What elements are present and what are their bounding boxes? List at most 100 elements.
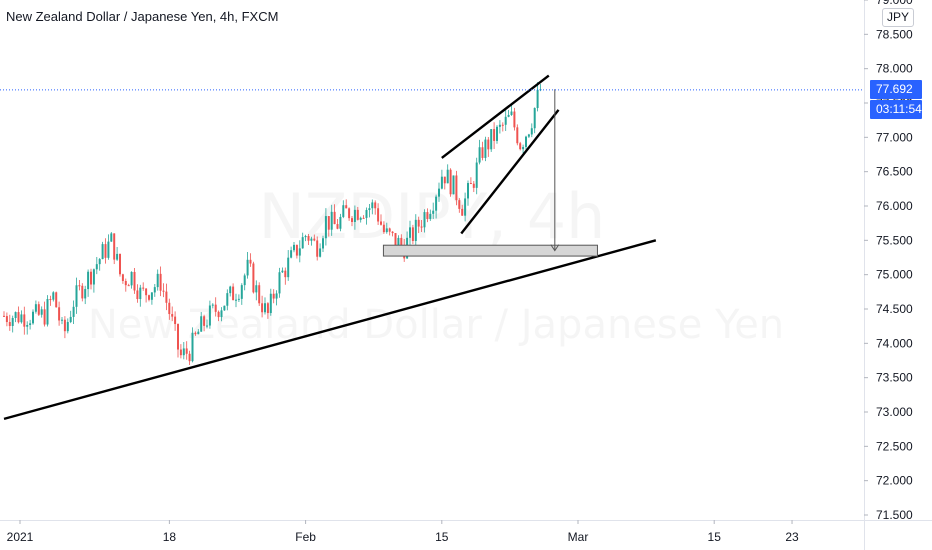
candle-body <box>295 244 298 256</box>
candle <box>20 310 23 324</box>
candle <box>243 273 246 291</box>
candle <box>481 141 484 161</box>
candle <box>148 294 150 302</box>
candle-body <box>533 108 536 129</box>
candle <box>119 253 121 277</box>
y-tick-label: 73.500 <box>876 371 913 385</box>
candle-body <box>298 248 301 256</box>
candle-body <box>327 216 330 230</box>
candle-body <box>136 290 139 300</box>
candle-body <box>371 202 374 209</box>
candle <box>220 307 223 322</box>
candle <box>417 216 420 234</box>
candle <box>95 256 98 275</box>
candle-body <box>26 324 29 327</box>
candle-body <box>148 295 150 300</box>
candle-body <box>217 311 220 318</box>
candle <box>185 341 188 360</box>
candle-body <box>414 219 417 241</box>
wedge-lower-line[interactable] <box>460 109 560 235</box>
wedge-upper-line[interactable] <box>441 74 550 159</box>
candle-body <box>472 183 475 188</box>
candle-body <box>116 253 119 260</box>
candle <box>429 209 432 221</box>
candle <box>330 204 333 236</box>
candle <box>310 236 313 246</box>
candle-body <box>182 348 185 356</box>
candle-body <box>342 205 345 217</box>
candle-body <box>66 322 69 332</box>
candle <box>432 202 435 219</box>
candle <box>342 200 345 219</box>
candle <box>275 290 278 306</box>
candle <box>293 242 295 253</box>
candle <box>188 350 191 365</box>
candle-body <box>214 304 217 312</box>
y-tick-label: 77.000 <box>876 130 913 144</box>
candle <box>179 344 182 359</box>
candle-body <box>229 286 232 294</box>
candle-body <box>110 233 113 242</box>
candle <box>298 240 301 263</box>
watermark-symbol: NZDJPY, 4h <box>259 180 606 253</box>
candle <box>266 302 269 319</box>
candle-body <box>113 233 116 260</box>
candle <box>171 306 174 322</box>
candle <box>66 318 69 334</box>
candle <box>452 175 455 195</box>
candle <box>37 301 40 317</box>
candle <box>324 208 327 246</box>
candle-body <box>275 293 278 299</box>
candle <box>391 231 394 237</box>
candle <box>69 310 72 324</box>
candle <box>423 209 426 233</box>
candle <box>17 306 20 324</box>
candle-body <box>290 250 293 258</box>
y-tick-label: 73.000 <box>876 405 913 419</box>
candle-body <box>153 287 156 293</box>
candle-body <box>162 290 165 292</box>
candle-body <box>168 302 171 315</box>
candle-body <box>452 175 455 195</box>
candle <box>87 269 90 297</box>
candle <box>536 81 539 112</box>
candle <box>32 309 34 325</box>
candle-body <box>501 124 504 126</box>
candle <box>504 109 507 131</box>
candle <box>92 268 95 293</box>
candle-body <box>246 259 249 276</box>
candle-body <box>281 270 284 273</box>
candle <box>8 314 11 331</box>
candle-body <box>46 299 49 325</box>
ascending-trendline[interactable] <box>3 239 657 421</box>
candle <box>63 316 66 339</box>
support-zone-rectangle[interactable] <box>382 244 598 257</box>
candle-body <box>475 162 478 188</box>
candle <box>101 241 104 260</box>
candle-body <box>487 139 490 150</box>
candle-body <box>310 238 313 241</box>
candle-body <box>525 136 527 147</box>
candle-body <box>266 303 269 314</box>
candle-body <box>429 213 432 219</box>
candle-body <box>208 305 211 326</box>
candle <box>281 267 284 273</box>
y-tick-label: 78.000 <box>876 62 913 76</box>
candle <box>232 283 235 301</box>
candle <box>78 280 81 291</box>
candle <box>46 295 49 327</box>
x-tick-label: Mar <box>568 530 589 544</box>
candle-body <box>63 319 66 332</box>
currency-badge[interactable]: JPY <box>882 8 914 27</box>
candle-body <box>498 124 501 127</box>
x-tick-label: 23 <box>785 530 799 544</box>
candle <box>174 311 177 331</box>
candle <box>469 177 472 185</box>
candle <box>200 312 203 332</box>
candle <box>443 176 446 190</box>
candle <box>388 227 391 236</box>
candle <box>40 306 43 318</box>
candle <box>168 298 171 320</box>
